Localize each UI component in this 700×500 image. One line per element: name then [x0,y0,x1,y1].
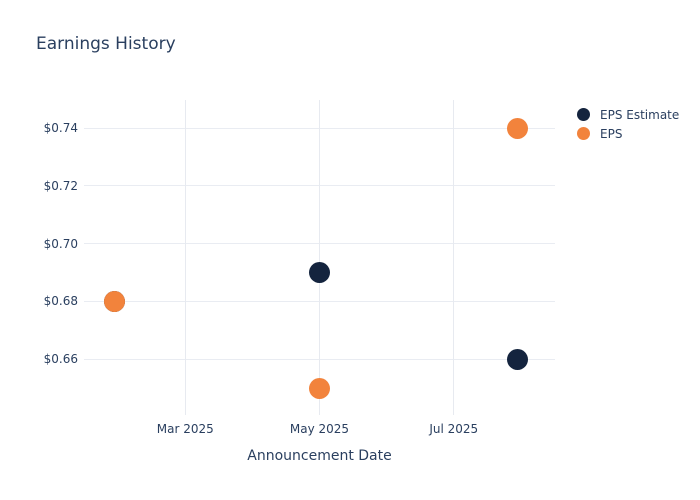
chart-title: Earnings History [36,34,176,54]
y-tick-label: $0.74 [43,121,78,136]
y-tick-label: $0.70 [43,236,78,251]
x-gridline [319,100,320,415]
legend-label: EPS [600,126,623,141]
x-gridline [184,100,186,415]
legend-label: EPS Estimate [600,107,680,122]
eps-point[interactable] [507,117,529,139]
y-tick-label: $0.66 [43,352,78,367]
legend: EPS Estimate EPS [577,105,679,143]
x-axis-title: Announcement Date [247,448,392,464]
y-tick-label: $0.72 [43,178,78,193]
eps-estimate-point[interactable] [507,348,529,370]
eps-estimate-point[interactable] [309,262,330,284]
legend-item-eps-estimate[interactable]: EPS Estimate [577,105,679,124]
eps-point[interactable] [104,290,126,312]
legend-item-eps[interactable]: EPS [577,124,679,143]
eps-legend-marker-icon [577,127,590,140]
x-tick-label: Jul 2025 [429,422,479,436]
y-tick-label: $0.68 [43,294,78,309]
x-tick-label: May 2025 [289,422,350,436]
eps-estimate-legend-marker-icon [577,108,590,121]
eps-point[interactable] [309,377,330,399]
x-tick-label: Mar 2025 [156,422,214,436]
x-gridline [453,100,455,415]
